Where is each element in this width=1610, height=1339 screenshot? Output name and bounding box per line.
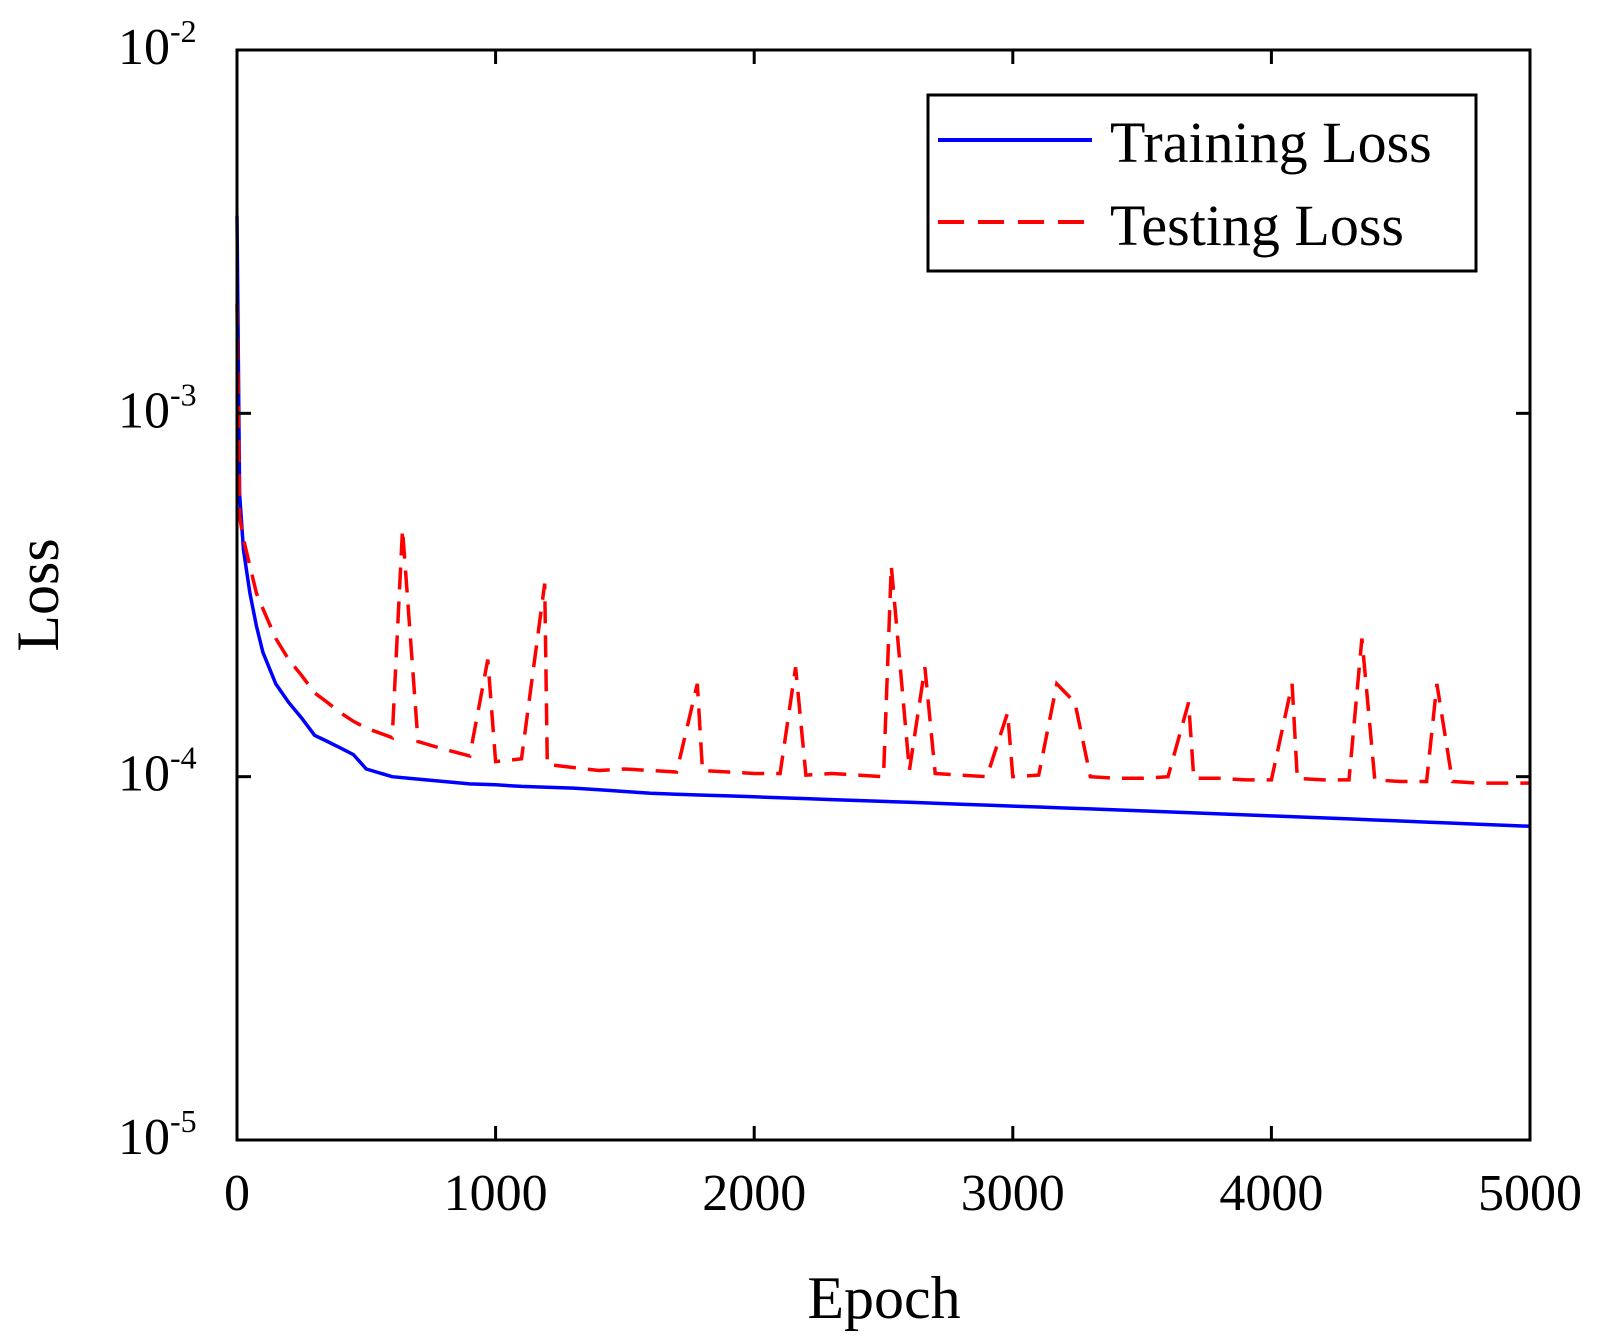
x-tick-label: 2000 — [702, 1165, 806, 1222]
y-tick-label: 10-5 — [118, 1103, 197, 1166]
x-tick-label: 1000 — [444, 1165, 548, 1222]
series-line-training-loss — [235, 215, 1531, 829]
y-tick-label: 10-2 — [118, 13, 197, 76]
plot-frame — [235, 48, 1532, 1142]
x-tick-label: 4000 — [1219, 1165, 1323, 1222]
legend-box — [926, 93, 1478, 273]
x-tick-label: 0 — [224, 1165, 250, 1222]
legend-label-testing: Testing Loss — [1110, 193, 1404, 258]
x-tick-label: 3000 — [961, 1165, 1065, 1222]
legend-label-training: Training Loss — [1110, 110, 1432, 175]
legend: Training Loss Testing Loss — [926, 93, 1478, 273]
y-axis-label: Loss — [5, 538, 71, 651]
y-tick-label: 10-4 — [118, 740, 197, 803]
series-line-testing-loss — [235, 303, 1530, 785]
y-tick-label: 10-3 — [118, 376, 197, 439]
x-axis-label: Epoch — [807, 1265, 960, 1331]
series-layer — [235, 215, 1531, 829]
x-tick-label: 5000 — [1478, 1165, 1582, 1222]
